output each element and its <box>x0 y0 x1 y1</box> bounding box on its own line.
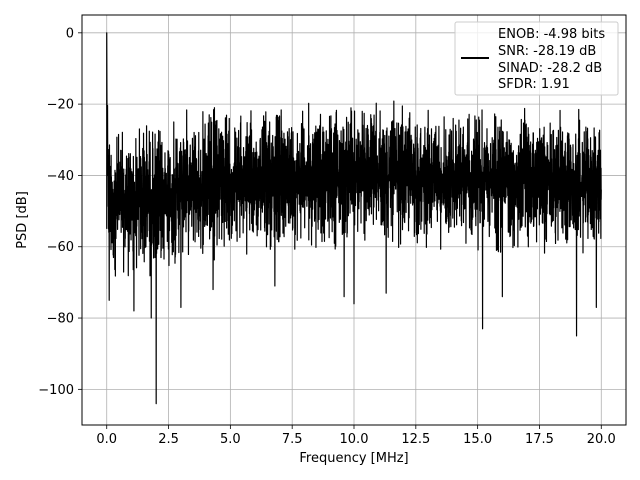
y-tick-label: −60 <box>47 240 74 255</box>
legend-entry-sinad: SINAD: -28.2 dB <box>498 61 602 76</box>
x-tick-label: 5.0 <box>220 432 241 447</box>
x-tick-label: 0.0 <box>96 432 117 447</box>
x-tick-label: 2.5 <box>158 432 179 447</box>
y-tick-label: −20 <box>47 98 74 113</box>
y-tick-label: −80 <box>47 312 74 327</box>
y-tick-label: 0 <box>66 26 74 41</box>
x-tick-label: 15.0 <box>463 432 492 447</box>
legend-entry-enob: ENOB: -4.98 bits <box>498 27 605 42</box>
x-axis: 0.0 2.5 5.0 7.5 10.0 12.5 15.0 17.5 20.0 <box>96 425 616 447</box>
x-tick-label: 7.5 <box>282 432 303 447</box>
legend-entry-sfdr: SFDR: 1.91 <box>498 77 570 92</box>
psd-series-line <box>106 32 602 405</box>
legend-entry-snr: SNR: -28.19 dB <box>498 44 596 59</box>
legend-frame <box>454 21 619 96</box>
x-tick-label: 12.5 <box>401 432 430 447</box>
x-tick-label: 17.5 <box>525 432 554 447</box>
x-axis-label: Frequency [MHz] <box>299 451 408 466</box>
x-tick-label: 10.0 <box>340 432 369 447</box>
y-axis: 0 −20 −40 −60 −80 −100 <box>38 26 82 398</box>
y-axis-label: PSD [dB] <box>15 191 30 249</box>
y-tick-label: −40 <box>47 169 74 184</box>
x-tick-label: 20.0 <box>587 432 616 447</box>
legend: ENOB: -4.98 bits SNR: -28.19 dB SINAD: -… <box>454 21 619 96</box>
plot-data <box>106 32 602 405</box>
y-tick-label: −100 <box>38 383 74 398</box>
